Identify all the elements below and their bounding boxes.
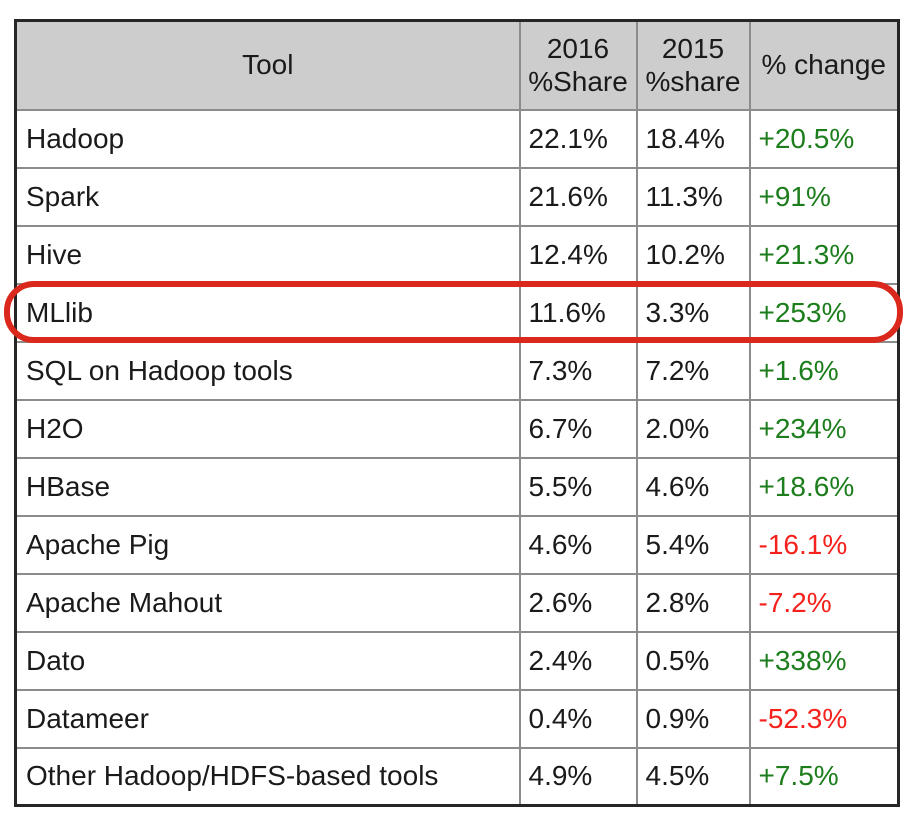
table-row-hadoop: Hadoop 22.1% 18.4% +20.5%: [14, 108, 900, 169]
share-2015-cell: 0.9%: [635, 688, 751, 749]
change-cell: +91%: [748, 166, 900, 227]
share-2015-cell: 4.6%: [635, 456, 751, 517]
share-2015-cell: 10.2%: [635, 224, 751, 285]
change-cell: +234%: [748, 398, 900, 459]
tool-cell: Datameer: [14, 688, 521, 749]
header-tool: Tool: [14, 19, 521, 111]
tool-cell: HBase: [14, 456, 521, 517]
change-cell: +338%: [748, 630, 900, 691]
header-row: Tool 2016 %Share 2015 %share % change: [14, 19, 900, 111]
table-body: Hadoop 22.1% 18.4% +20.5% Spark 21.6% 11…: [14, 108, 900, 807]
tools-share-table: Tool 2016 %Share 2015 %share % change Ha…: [14, 19, 900, 807]
share-2015-cell: 2.0%: [635, 398, 751, 459]
table-row-h2o: H2O 6.7% 2.0% +234%: [14, 398, 900, 459]
change-cell: +1.6%: [748, 340, 900, 401]
change-cell: -7.2%: [748, 572, 900, 633]
table-row-apache-pig: Apache Pig 4.6% 5.4% -16.1%: [14, 514, 900, 575]
share-2016-cell: 7.3%: [518, 340, 638, 401]
tool-cell: H2O: [14, 398, 521, 459]
change-cell: +20.5%: [748, 108, 900, 169]
table-row-sql-on-hadoop: SQL on Hadoop tools 7.3% 7.2% +1.6%: [14, 340, 900, 401]
tool-cell: Hadoop: [14, 108, 521, 169]
share-2015-cell: 4.5%: [635, 746, 751, 807]
share-2015-cell: 3.3%: [635, 282, 751, 343]
tool-cell: MLlib: [14, 282, 521, 343]
share-2016-cell: 4.9%: [518, 746, 638, 807]
change-cell: -16.1%: [748, 514, 900, 575]
share-2016-cell: 6.7%: [518, 398, 638, 459]
table-row-hive: Hive 12.4% 10.2% +21.3%: [14, 224, 900, 285]
header-share-2015-year: 2015: [661, 32, 725, 64]
share-2015-cell: 11.3%: [635, 166, 751, 227]
share-2015-cell: 0.5%: [635, 630, 751, 691]
share-2016-cell: 12.4%: [518, 224, 638, 285]
table-row-other-tools: Other Hadoop/HDFS-based tools 4.9% 4.5% …: [14, 746, 900, 807]
share-2016-cell: 11.6%: [518, 282, 638, 343]
change-cell: +253%: [748, 282, 900, 343]
table-row-dato: Dato 2.4% 0.5% +338%: [14, 630, 900, 691]
share-2016-cell: 4.6%: [518, 514, 638, 575]
header-share-2015-label: %share: [645, 66, 741, 98]
header-share-2015: 2015 %share: [635, 19, 751, 111]
change-cell: +7.5%: [748, 746, 900, 807]
change-cell: +21.3%: [748, 224, 900, 285]
table-row-datameer: Datameer 0.4% 0.9% -52.3%: [14, 688, 900, 749]
tool-cell: Spark: [14, 166, 521, 227]
tool-cell: Apache Pig: [14, 514, 521, 575]
share-2015-cell: 7.2%: [635, 340, 751, 401]
table-row-apache-mahout: Apache Mahout 2.6% 2.8% -7.2%: [14, 572, 900, 633]
share-2016-cell: 2.4%: [518, 630, 638, 691]
share-2015-cell: 2.8%: [635, 572, 751, 633]
table-row-spark: Spark 21.6% 11.3% +91%: [14, 166, 900, 227]
tool-cell: Apache Mahout: [14, 572, 521, 633]
header-share-2016: 2016 %Share: [518, 19, 638, 111]
share-2015-cell: 18.4%: [635, 108, 751, 169]
share-2016-cell: 0.4%: [518, 688, 638, 749]
share-2016-cell: 21.6%: [518, 166, 638, 227]
share-2015-cell: 5.4%: [635, 514, 751, 575]
share-2016-cell: 22.1%: [518, 108, 638, 169]
change-cell: +18.6%: [748, 456, 900, 517]
header-share-2016-year: 2016: [546, 32, 610, 64]
share-2016-cell: 5.5%: [518, 456, 638, 517]
header-change: % change: [748, 19, 900, 111]
tool-cell: Other Hadoop/HDFS-based tools: [14, 746, 521, 807]
tool-cell: SQL on Hadoop tools: [14, 340, 521, 401]
header-share-2016-label: %Share: [528, 66, 628, 98]
table-row-mllib: MLlib 11.6% 3.3% +253%: [14, 282, 900, 343]
table-row-hbase: HBase 5.5% 4.6% +18.6%: [14, 456, 900, 517]
change-cell: -52.3%: [748, 688, 900, 749]
tool-cell: Hive: [14, 224, 521, 285]
table-header: Tool 2016 %Share 2015 %share % change: [14, 19, 900, 111]
share-2016-cell: 2.6%: [518, 572, 638, 633]
tool-cell: Dato: [14, 630, 521, 691]
